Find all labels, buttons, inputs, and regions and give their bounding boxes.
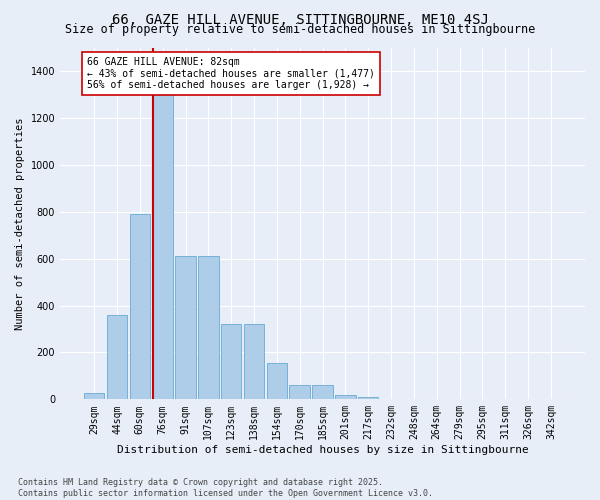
Bar: [312, 386, 333, 400]
Text: Contains HM Land Registry data © Crown copyright and database right 2025.
Contai: Contains HM Land Registry data © Crown c…: [18, 478, 433, 498]
Bar: [266, 363, 287, 400]
Bar: [221, 324, 241, 400]
Bar: [335, 394, 356, 400]
Bar: [84, 394, 104, 400]
Bar: [152, 85, 173, 400]
Bar: [244, 324, 264, 400]
Text: 66, GAZE HILL AVENUE, SITTINGBOURNE, ME10 4SJ: 66, GAZE HILL AVENUE, SITTINGBOURNE, ME1…: [112, 12, 488, 26]
Bar: [175, 256, 196, 400]
Bar: [358, 398, 379, 400]
Text: 66 GAZE HILL AVENUE: 82sqm
← 43% of semi-detached houses are smaller (1,477)
56%: 66 GAZE HILL AVENUE: 82sqm ← 43% of semi…: [88, 57, 375, 90]
Bar: [130, 214, 150, 400]
Text: Size of property relative to semi-detached houses in Sittingbourne: Size of property relative to semi-detach…: [65, 22, 535, 36]
Bar: [289, 386, 310, 400]
X-axis label: Distribution of semi-detached houses by size in Sittingbourne: Distribution of semi-detached houses by …: [116, 445, 529, 455]
Bar: [107, 315, 127, 400]
Y-axis label: Number of semi-detached properties: Number of semi-detached properties: [15, 117, 25, 330]
Bar: [198, 256, 218, 400]
